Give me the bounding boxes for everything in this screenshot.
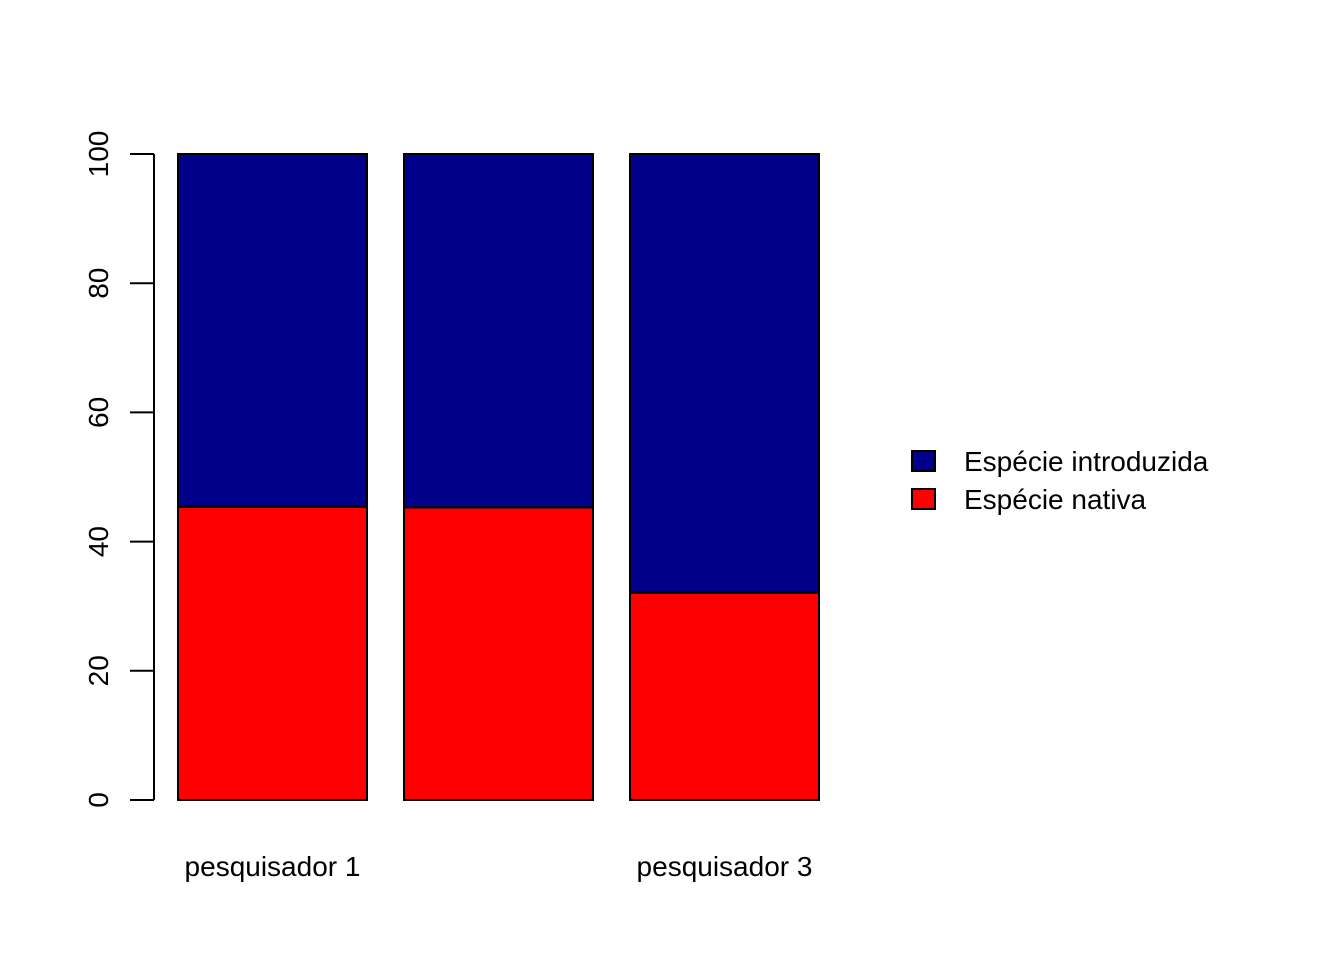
bar-segment-nativa <box>403 506 594 801</box>
bar-segment-introduzida <box>403 153 594 509</box>
y-tick-label: 60 <box>83 397 114 428</box>
legend-swatch <box>911 488 936 510</box>
legend-swatch <box>911 450 936 472</box>
bar-segment-nativa <box>629 591 820 801</box>
x-axis-labels: pesquisador 1 pesquisador 3 <box>185 851 813 882</box>
y-tick-label: 20 <box>83 655 114 686</box>
bar-segment-nativa <box>177 505 368 801</box>
y-tick-label: 80 <box>83 268 114 299</box>
bar-segment-introduzida <box>629 153 820 594</box>
y-tick-label: 0 <box>83 792 114 808</box>
y-tick-label: 40 <box>83 526 114 557</box>
legend-label: Espécie nativa <box>964 484 1147 515</box>
y-axis: 0 20 40 60 80 100 <box>83 131 155 808</box>
bar-segment-introduzida <box>177 153 368 508</box>
y-tick-label: 100 <box>83 131 114 178</box>
x-category-label: pesquisador 3 <box>637 851 813 882</box>
legend: Espécie introduzida Espécie nativa <box>911 446 1209 515</box>
x-category-label: pesquisador 1 <box>185 851 361 882</box>
legend-label: Espécie introduzida <box>964 446 1209 477</box>
bars <box>177 153 820 801</box>
